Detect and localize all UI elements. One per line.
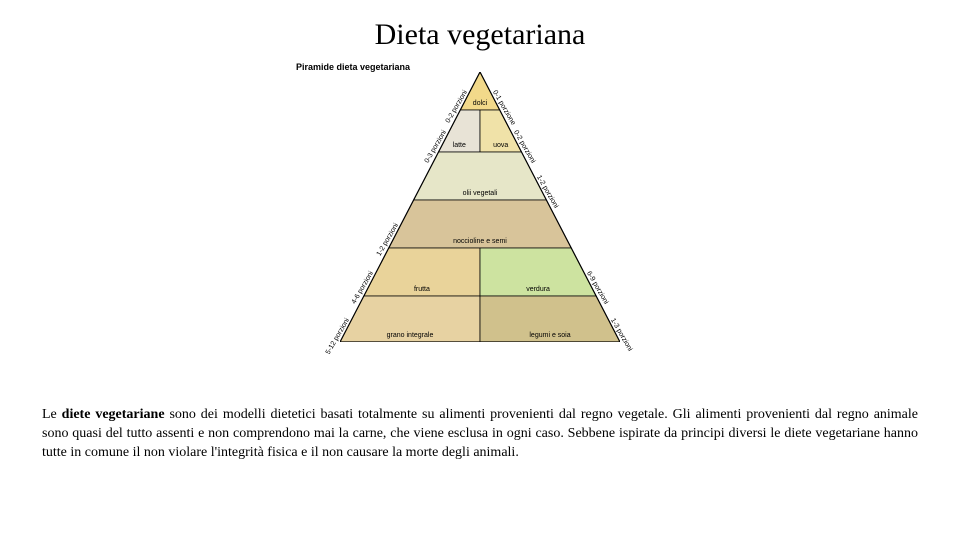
pyramid-figure: Piramide dieta vegetariana dolci latte uov… [290, 62, 670, 352]
para-rest: sono dei modelli dietetici basati totalm… [42, 407, 918, 460]
pyramid-cell-label: olii vegetali [463, 190, 498, 197]
figure-container: Piramide dieta vegetariana dolci latte uov… [0, 62, 960, 352]
pyramid-cell-label: dolci [473, 100, 487, 107]
page-title: Dieta vegetariana [0, 18, 960, 52]
figure-caption: Piramide dieta vegetariana [296, 62, 410, 72]
pyramid-cell-label: frutta [414, 286, 430, 293]
pyramid-cell-label: legumi e soia [529, 332, 570, 339]
para-bold: diete vegetariane [62, 407, 165, 422]
pyramid-cell-label: uova [493, 142, 508, 149]
pyramid-cell-label: latte [453, 142, 466, 149]
pyramid-cell-label: noccioline e semi [453, 238, 507, 245]
para-prefix: Le [42, 407, 62, 422]
pyramid-svg [340, 72, 620, 342]
pyramid-cell-label: verdura [526, 286, 550, 293]
pyramid-cell-label: grano integrale [387, 332, 434, 339]
body-paragraph: Le diete vegetariane sono dei modelli di… [42, 406, 918, 463]
